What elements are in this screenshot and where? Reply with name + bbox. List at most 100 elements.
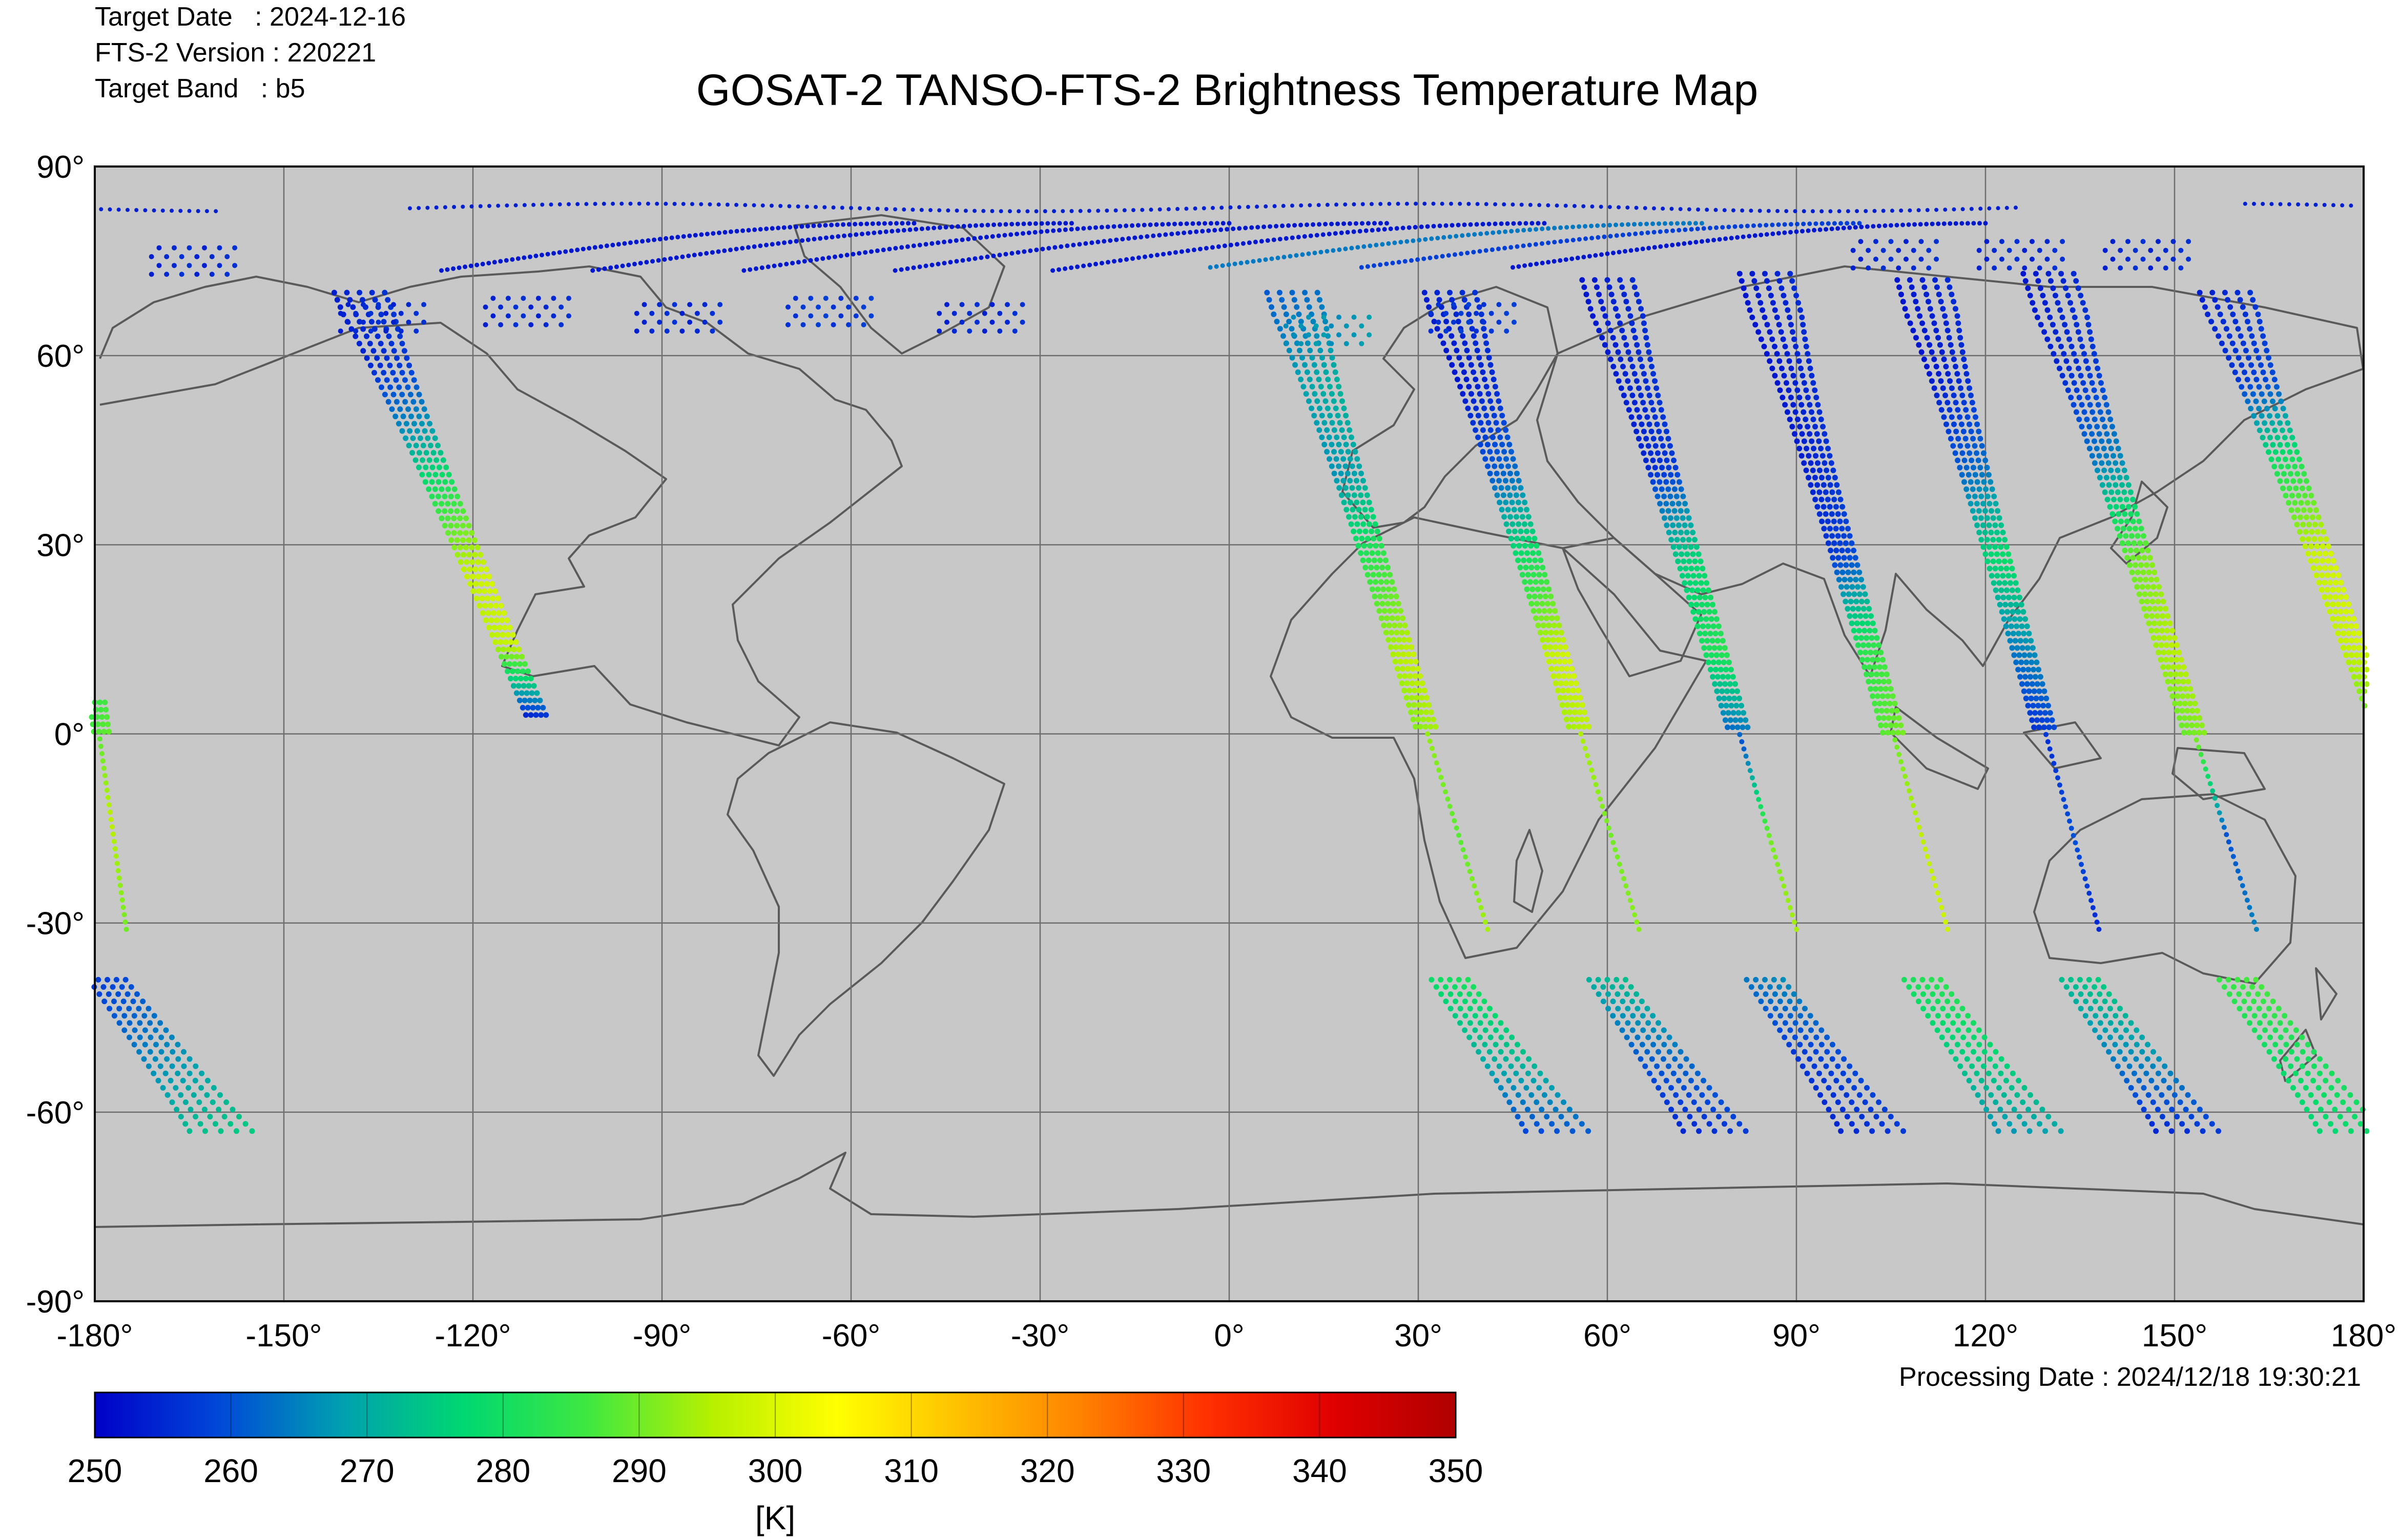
observation-point	[2097, 474, 2103, 481]
observation-point	[2031, 1114, 2037, 1120]
observation-point	[1376, 572, 1382, 578]
observation-point	[1808, 1042, 1814, 1048]
observation-point	[1526, 593, 1532, 599]
observation-point	[1664, 428, 1669, 434]
observation-point	[522, 203, 527, 207]
observation-point	[2255, 311, 2261, 318]
observation-point	[1300, 384, 1307, 390]
observation-point	[2145, 584, 2151, 590]
observation-point	[1850, 247, 1856, 253]
observation-point	[929, 262, 935, 267]
observation-point	[622, 241, 627, 246]
observation-point	[1364, 492, 1370, 498]
observation-point	[2027, 1092, 2033, 1098]
observation-point	[1780, 976, 1786, 983]
observation-point	[1563, 716, 1569, 722]
observation-point	[2187, 686, 2194, 692]
observation-point	[1621, 876, 1627, 882]
observation-point	[2263, 442, 2269, 448]
observation-point	[1503, 477, 1508, 484]
observation-point	[954, 238, 959, 243]
observation-point	[2091, 387, 2097, 393]
observation-point	[2304, 1107, 2310, 1113]
observation-point	[1640, 400, 1646, 406]
observation-point	[2242, 890, 2248, 896]
observation-point	[664, 310, 670, 316]
observation-point	[1929, 868, 1934, 874]
observation-point	[2170, 664, 2176, 670]
observation-point	[1575, 255, 1580, 260]
figure-title: GOSAT-2 TANSO-FTS-2 Brightness Temperatu…	[696, 66, 1758, 115]
observation-point	[398, 310, 404, 316]
observation-point	[1950, 443, 1956, 449]
observation-point	[2253, 976, 2259, 983]
observation-point	[2138, 526, 2144, 532]
observation-point	[948, 260, 953, 265]
observation-point	[2024, 623, 2030, 629]
observation-point	[1034, 209, 1039, 214]
observation-point	[1379, 600, 1385, 607]
observation-point	[1286, 223, 1291, 228]
observation-point	[1917, 313, 1923, 319]
observation-point	[1684, 508, 1690, 514]
observation-point	[2144, 1056, 2150, 1062]
observation-point	[1729, 236, 1734, 241]
observation-point	[1436, 767, 1441, 773]
observation-point	[1573, 680, 1579, 686]
observation-point	[1812, 474, 1818, 481]
observation-point	[2167, 686, 2173, 692]
observation-point	[1394, 226, 1399, 231]
observation-point	[1822, 1099, 1828, 1105]
observation-point	[1546, 586, 1552, 592]
observation-point	[1280, 333, 1286, 339]
observation-point	[1407, 673, 1413, 679]
observation-point	[2092, 417, 2098, 423]
observation-point	[423, 450, 429, 456]
observation-point	[2164, 1121, 2170, 1127]
observation-point	[2270, 442, 2276, 448]
observation-point	[1891, 715, 1897, 721]
observation-point	[1699, 601, 1705, 608]
observation-point	[1864, 1121, 1870, 1127]
observation-point	[1594, 284, 1600, 290]
observation-point	[912, 221, 917, 226]
observation-point	[1419, 680, 1425, 686]
observation-point	[520, 668, 526, 674]
observation-point	[2040, 293, 2046, 299]
observation-point	[1542, 572, 1548, 578]
observation-point	[1672, 465, 1679, 471]
observation-point	[1873, 686, 1878, 692]
observation-point	[2311, 1063, 2317, 1069]
observation-point	[1641, 320, 1647, 326]
observation-point	[1789, 278, 1795, 284]
observation-point	[2094, 919, 2100, 925]
observation-point	[2078, 372, 2084, 379]
observation-point	[2067, 818, 2072, 824]
observation-point	[143, 208, 148, 213]
observation-point	[2254, 420, 2260, 426]
observation-point	[2305, 1042, 2311, 1048]
observation-point	[979, 223, 984, 228]
observation-point	[1909, 284, 1915, 290]
observation-point	[2065, 387, 2071, 393]
observation-point	[113, 854, 119, 859]
observation-point	[1643, 457, 1649, 464]
observation-point	[1081, 226, 1086, 231]
observation-point	[2159, 1092, 2165, 1098]
observation-point	[1402, 259, 1408, 264]
observation-point	[1577, 224, 1582, 229]
observation-point	[1968, 392, 1974, 399]
observation-point	[457, 530, 463, 536]
observation-point	[1658, 407, 1664, 413]
observation-point	[693, 233, 698, 238]
observation-point	[2100, 387, 2106, 393]
observation-point	[2345, 645, 2351, 651]
observation-point	[1465, 251, 1470, 256]
observation-point	[1332, 369, 1338, 375]
observation-point	[1020, 302, 1025, 307]
observation-point	[1900, 766, 1906, 772]
observation-point	[452, 205, 457, 209]
observation-point	[1646, 392, 1652, 399]
observation-point	[1776, 322, 1782, 328]
observation-point	[1404, 680, 1410, 686]
